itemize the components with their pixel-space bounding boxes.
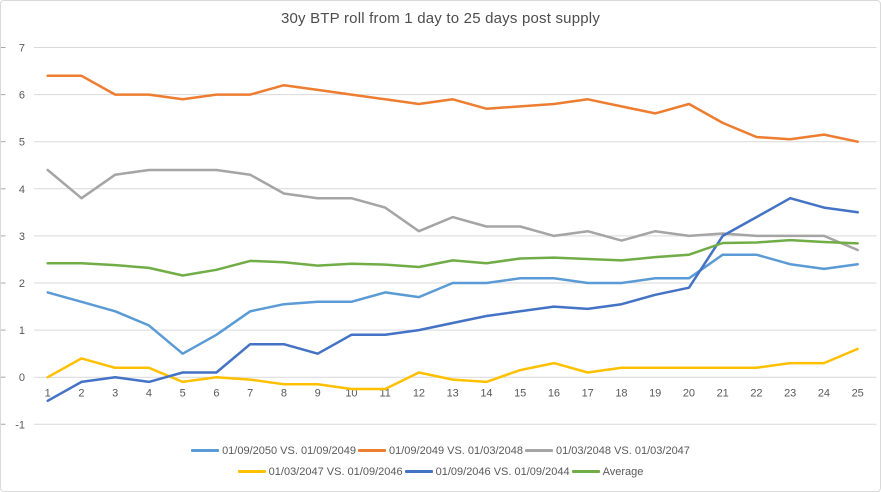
x-axis-tick-label: 8 [281,388,287,400]
x-axis-tick-label: 2 [78,388,84,400]
legend-item[interactable]: 01/09/2050 VS. 01/09/2049 [191,445,356,457]
legend-swatch [237,470,266,473]
legend-item[interactable]: 01/09/2046 VS. 01/09/2044 [404,465,570,478]
legend-label: 01/09/2046 VS. 01/09/2044 [435,465,570,478]
x-axis-tick-label: 5 [180,388,186,400]
y-axis-tick-label: 5 [19,137,25,149]
y-axis-tick-label: 6 [19,90,25,102]
series-line[interactable] [46,347,859,391]
series-line[interactable] [46,253,859,355]
y-axis-tick-label: 0 [19,372,25,384]
x-axis-tick-label: 15 [514,388,526,400]
legend-item[interactable]: Average [571,465,644,478]
series-line[interactable] [46,74,859,143]
y-axis-tick-label: 1 [19,325,25,337]
x-axis-tick-label: 7 [247,388,253,400]
legend-item[interactable]: 01/09/2049 VS. 01/03/2048 [358,445,523,457]
legend-swatch [404,470,433,473]
legend-swatch [571,470,600,473]
x-axis-tick-label: 14 [480,388,492,400]
x-axis-tick-label: 9 [315,388,321,400]
series-line[interactable] [46,168,859,252]
chart-title: 30y BTP roll from 1 day to 25 days post … [280,10,601,27]
x-axis-tick-label: 11 [379,388,390,400]
y-axis-tick-label: 3 [19,231,25,243]
legend-swatch [191,449,220,452]
legend-label: 01/03/2048 VS. 01/03/2047 [555,444,690,457]
x-axis-tick-label: 4 [146,388,152,400]
x-axis-tick-label: 24 [818,388,830,400]
legend-label: 01/09/2050 VS. 01/09/2049 [222,444,357,457]
series-line[interactable] [46,196,859,403]
x-axis-tick-label: 19 [649,388,661,400]
legend-swatch [524,449,553,452]
x-axis-tick-label: 12 [413,388,425,400]
y-axis-tick-label: -1 [15,419,25,431]
x-axis-tick-label: 3 [112,388,118,400]
x-axis-tick-label: 25 [852,388,864,400]
x-axis-tick-label: 23 [784,388,796,400]
legend-label: Average [602,465,644,478]
legend: 01/09/2050 VS. 01/09/2049 01/09/2049 VS. … [1,440,880,482]
x-axis-tick-label: 20 [683,388,695,400]
legend-item[interactable]: 01/03/2047 VS. 01/09/2046 [237,465,403,478]
x-axis-tick-label: 10 [345,388,357,400]
legend-row: 01/09/2050 VS. 01/09/2049 01/09/2049 VS. … [1,440,880,461]
x-axis-tick-label: 17 [582,388,594,400]
x-axis-tick-label: 16 [548,388,560,400]
x-axis-tick-label: 1 [45,388,51,400]
y-axis-tick-label: 2 [19,278,25,290]
legend-swatch [358,449,387,452]
legend-item[interactable]: 01/03/2048 VS. 01/03/2047 [524,444,690,457]
legend-label: 01/09/2049 VS. 01/03/2048 [389,444,523,457]
series-line[interactable] [46,238,859,277]
x-axis-tick-label: 6 [213,388,219,400]
legend-label: 01/03/2047 VS. 01/09/2046 [268,465,403,478]
x-axis-tick-label: 18 [615,388,627,400]
x-axis-tick-label: 21 [717,388,729,400]
legend-row: 01/03/2047 VS. 01/09/2046 01/09/2046 VS. … [1,461,880,482]
y-axis-tick-label: 7 [19,43,25,55]
x-axis-tick-label: 22 [750,388,762,400]
y-axis-tick-label: 4 [19,184,25,196]
x-axis-tick-label: 13 [447,388,459,400]
